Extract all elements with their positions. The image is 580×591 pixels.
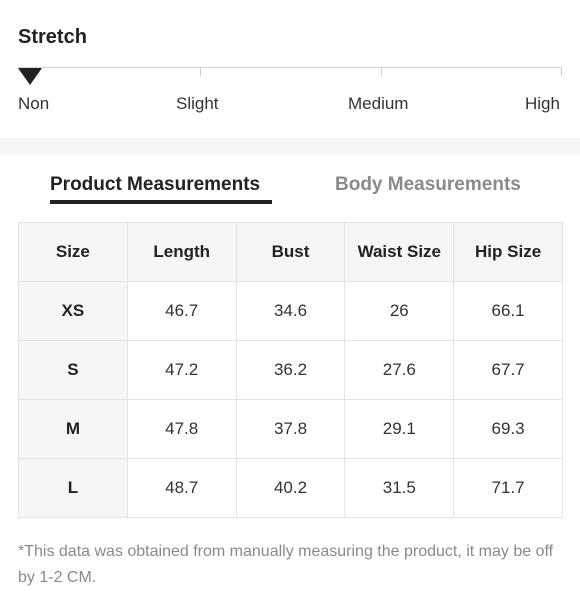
waist-cell: 27.6	[344, 340, 455, 400]
header-size: Size	[18, 222, 128, 282]
hip-cell: 71.7	[453, 458, 563, 518]
header-waist-size: Waist Size	[344, 222, 455, 282]
waist-cell: 31.5	[344, 458, 455, 518]
table-row: XS 46.7 34.6 26 66.1	[18, 281, 563, 341]
size-cell: M	[18, 399, 128, 459]
tab-body-measurements[interactable]: Body Measurements	[335, 174, 521, 195]
tab-product-measurements[interactable]: Product Measurements	[50, 174, 261, 195]
hip-cell: 69.3	[453, 399, 563, 459]
waist-cell: 29.1	[344, 399, 455, 459]
length-cell: 48.7	[126, 458, 237, 518]
table-row: M 47.8 37.8 29.1 69.3	[18, 399, 563, 459]
size-table: Size Length Bust Waist Size Hip Size XS …	[18, 222, 563, 518]
active-tab-indicator	[50, 200, 272, 204]
section-divider	[0, 138, 580, 154]
measurement-tabs: Product Measurements Body Measurements	[0, 154, 580, 214]
table-row: S 47.2 36.2 27.6 67.7	[18, 340, 563, 400]
stretch-scale-line	[18, 67, 562, 68]
header-hip-size: Hip Size	[453, 222, 563, 282]
stretch-section: Stretch Non Slight Medium High	[0, 0, 580, 138]
header-bust: Bust	[235, 222, 346, 282]
measurement-note: *This data was obtained from manually me…	[18, 543, 554, 586]
stretch-label-slight: Slight	[176, 94, 219, 113]
size-cell: S	[18, 340, 128, 400]
bust-cell: 40.2	[235, 458, 346, 518]
size-cell: XS	[18, 281, 128, 341]
table-row: L 48.7 40.2 31.5 71.7	[18, 458, 563, 518]
waist-cell: 26	[344, 281, 455, 341]
stretch-tick-medium	[381, 67, 382, 76]
hip-cell: 67.7	[453, 340, 563, 400]
length-cell: 47.2	[126, 340, 237, 400]
length-cell: 46.7	[126, 281, 237, 341]
stretch-title: Stretch	[18, 26, 87, 48]
stretch-label-medium: Medium	[348, 94, 409, 113]
stretch-label-high: High	[525, 94, 560, 113]
bust-cell: 36.2	[235, 340, 346, 400]
size-cell: L	[18, 458, 128, 518]
header-length: Length	[126, 222, 237, 282]
length-cell: 47.8	[126, 399, 237, 459]
bust-cell: 37.8	[235, 399, 346, 459]
stretch-tick-slight	[200, 67, 201, 76]
stretch-tick-high	[561, 67, 562, 76]
stretch-marker-icon	[18, 68, 42, 85]
stretch-label-non: Non	[18, 94, 50, 113]
bust-cell: 34.6	[235, 281, 346, 341]
hip-cell: 66.1	[453, 281, 563, 341]
table-header-row: Size Length Bust Waist Size Hip Size	[18, 222, 563, 282]
